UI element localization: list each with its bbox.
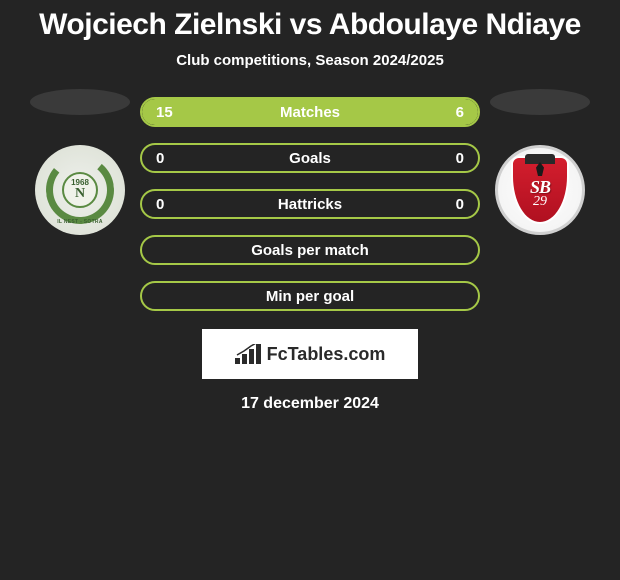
stat-label: Goals per match xyxy=(251,242,369,259)
stat-label: Goals xyxy=(289,150,331,167)
stat-label: Min per goal xyxy=(266,288,354,305)
left-club-letter: N xyxy=(75,187,85,201)
subtitle: Club competitions, Season 2024/2025 xyxy=(176,52,444,69)
left-club-badge-center: 1968 N xyxy=(62,172,98,208)
stat-left-value: 15 xyxy=(156,104,173,121)
left-club-badge: 1968 N IL NEST - SOTRA xyxy=(35,145,125,235)
stat-bar: Min per goal xyxy=(140,281,480,311)
comparison-widget: Wojciech Zielnski vs Abdoulaye Ndiaye Cl… xyxy=(0,0,620,413)
right-club-number: 29 xyxy=(533,194,547,210)
stat-bar: 15 6 Matches xyxy=(140,97,480,127)
stat-left-value: 0 xyxy=(156,150,164,167)
watermark: FcTables.com xyxy=(202,329,418,379)
comparison-row: 1968 N IL NEST - SOTRA 15 6 Matches 0 0 Goals… xyxy=(0,89,620,311)
ermine-icon xyxy=(535,162,545,176)
left-player-placeholder xyxy=(30,89,130,115)
left-player-col: 1968 N IL NEST - SOTRA xyxy=(20,89,140,235)
right-player-col: SB 29 xyxy=(480,89,600,235)
stat-bar: Goals per match xyxy=(140,235,480,265)
stat-left-value: 0 xyxy=(156,196,164,213)
stat-right-value: 0 xyxy=(456,150,464,167)
stat-bar: 0 0 Hattricks xyxy=(140,189,480,219)
shield-icon: SB 29 xyxy=(511,156,569,224)
page-title: Wojciech Zielnski vs Abdoulaye Ndiaye xyxy=(39,8,581,42)
stats-bars: 15 6 Matches 0 0 Goals 0 0 Hattricks Goals per ma… xyxy=(140,89,480,311)
bar-left-fill xyxy=(142,99,381,125)
watermark-text: FcTables.com xyxy=(267,344,386,365)
right-club-badge: SB 29 xyxy=(495,145,585,235)
stat-label: Hattricks xyxy=(278,196,342,213)
stat-right-value: 6 xyxy=(456,104,464,121)
stat-right-value: 0 xyxy=(456,196,464,213)
date-text: 17 december 2024 xyxy=(241,395,379,413)
left-club-ribbon: IL NEST - SOTRA xyxy=(57,219,103,225)
right-player-placeholder xyxy=(490,89,590,115)
stat-label: Matches xyxy=(280,104,340,121)
stat-bar: 0 0 Goals xyxy=(140,143,480,173)
bars-icon xyxy=(235,344,261,364)
